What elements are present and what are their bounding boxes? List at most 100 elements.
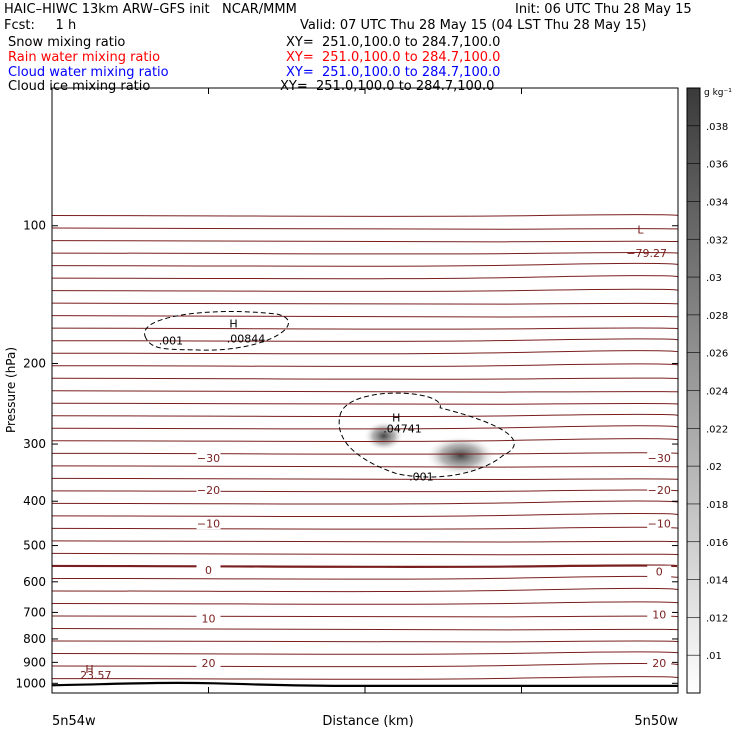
- colorbar-unit: g kg⁻¹: [704, 88, 732, 98]
- contour-label-bg: [196, 452, 221, 465]
- contour-label-bg: [196, 612, 221, 625]
- temperature-contour: [52, 251, 678, 255]
- min-marker: L: [637, 224, 644, 237]
- temperature-contour: [52, 477, 678, 481]
- legend-snow-name: Snow mixing ratio: [8, 35, 126, 50]
- x-tick-label-right: 5n50w: [634, 714, 678, 729]
- temperature-contour: [52, 377, 678, 380]
- legend-rain-xy: XY= 251.0,100.0 to 284.7,100.0: [286, 50, 501, 65]
- temperature-contour: [52, 564, 678, 569]
- contour-label-bg: [647, 608, 672, 621]
- temperature-contour: [52, 489, 678, 493]
- y-tick-label: 800: [23, 632, 46, 646]
- contour-label-bg: [647, 452, 672, 465]
- temperature-contour: [52, 512, 678, 518]
- y-tick-label: 700: [23, 605, 46, 619]
- temperature-contour-label: 20: [652, 657, 666, 670]
- contour-label-bg: [196, 483, 221, 496]
- temperature-contour: [52, 465, 678, 468]
- ice-contour-label: .001: [409, 470, 434, 483]
- temperature-contour: [52, 315, 678, 318]
- y-tick-label: 300: [23, 437, 46, 451]
- y-tick-label: 100: [23, 219, 46, 233]
- temperature-contour: [52, 662, 678, 668]
- y-tick-label: 900: [23, 655, 46, 669]
- y-tick-label: 1000: [15, 676, 46, 690]
- temperature-contour-label: 10: [202, 613, 216, 626]
- temperature-contour: [52, 552, 678, 556]
- temperature-contour: [52, 302, 678, 305]
- ice-max-value-label: .00844: [227, 333, 266, 346]
- colorbar: g kg⁻¹ .01 .012 .014 .016 .018 .02 .022 .024 .02…: [686, 87, 732, 694]
- colorbar-tick-label: .01: [706, 651, 722, 662]
- forecast-hour: Fcst: 1 h: [4, 18, 77, 33]
- temperature-contour: [52, 275, 678, 280]
- colorbar-tick-label: .02: [706, 462, 722, 473]
- temperature-contour-label: −10: [197, 517, 220, 530]
- terrain-line: [52, 681, 678, 687]
- temperature-contour: [52, 651, 678, 655]
- temperature-contour: [52, 640, 678, 643]
- contour-label-bg: [196, 656, 221, 669]
- max-marker: H: [85, 663, 93, 676]
- y-tick-label: 400: [23, 494, 46, 508]
- temperature-contour: [52, 338, 678, 342]
- legend-snow-xy: XY= 251.0,100.0 to 284.7,100.0: [286, 35, 501, 50]
- contour-label-bg: [647, 483, 672, 496]
- temperature-contour: [52, 350, 678, 355]
- temperature-contour-label: 0: [656, 566, 663, 579]
- temperature-contour: [52, 628, 678, 631]
- y-tick-label: 600: [23, 575, 46, 589]
- min-value-label: −79.27: [626, 247, 667, 260]
- temperature-contour: [52, 227, 678, 230]
- temperature-contour-label: −30: [197, 452, 220, 465]
- temperature-contour: [52, 438, 678, 442]
- temperature-contour: [52, 214, 678, 217]
- colorbar-tick-label: .016: [706, 538, 728, 549]
- temperature-contour: [52, 413, 678, 418]
- y-tick-label: 500: [23, 539, 46, 553]
- temperature-contour: [52, 288, 678, 292]
- ice-max-value-label: .04741: [383, 422, 422, 435]
- contour-label-bg: [647, 565, 672, 578]
- temperature-contour: [52, 402, 678, 405]
- temperature-contour: [52, 500, 678, 505]
- temperature-contour-label: −10: [648, 517, 671, 530]
- temperature-contour: [52, 615, 678, 618]
- legend-cloud-water-xy: XY= 251.0,100.0 to 284.7,100.0: [286, 65, 501, 80]
- plot-title: HAIC–HIWC 13km ARW–GFS init NCAR/MMM: [4, 2, 297, 17]
- init-time: Init: 06 UTC Thu 28 May 15: [515, 2, 692, 17]
- colorbar-tick-label: .038: [706, 122, 728, 133]
- max-value-label: 23.57: [80, 669, 112, 682]
- temperature-contour: [52, 676, 678, 680]
- ice-max-marker: H: [392, 412, 400, 425]
- temperature-contour: [52, 601, 678, 605]
- colorbar-tick-label: .024: [706, 387, 728, 398]
- temperature-contour-label: 20: [202, 657, 216, 670]
- temperature-contour: [52, 327, 678, 330]
- legend-cloud-water-name: Cloud water mixing ratio: [8, 65, 169, 80]
- ice-contour-label: .001: [159, 335, 184, 348]
- temperature-contour-label: −20: [197, 484, 220, 497]
- temperature-contour: [52, 526, 678, 530]
- colorbar-tick-label: .014: [706, 576, 728, 587]
- temperature-contour-label: 10: [652, 609, 666, 622]
- legend-cloud-ice-name: Cloud ice mixing ratio: [8, 79, 151, 94]
- colorbar-tick-label: .036: [706, 160, 728, 171]
- contour-label-bg: [196, 564, 221, 577]
- temperature-contour: [52, 363, 678, 367]
- ice-contour: [144, 311, 289, 351]
- legend-cloud-ice-xy: XY= 251.0,100.0 to 284.7,100.0: [280, 79, 495, 94]
- temperature-contour: [52, 452, 678, 455]
- temperature-contour: [52, 240, 678, 243]
- y-axis-label: Pressure (hPa): [4, 347, 18, 433]
- temperature-contour-label: 0: [205, 564, 212, 577]
- temperature-contour: [52, 390, 678, 393]
- ice-shading-blob: [424, 435, 497, 476]
- temperature-contour: [52, 540, 678, 543]
- contour-label-bg: [647, 656, 672, 669]
- colorbar-tick-label: .026: [706, 349, 728, 360]
- colorbar-tick-label: .018: [706, 500, 728, 511]
- colorbar-tick-label: .03: [706, 273, 722, 284]
